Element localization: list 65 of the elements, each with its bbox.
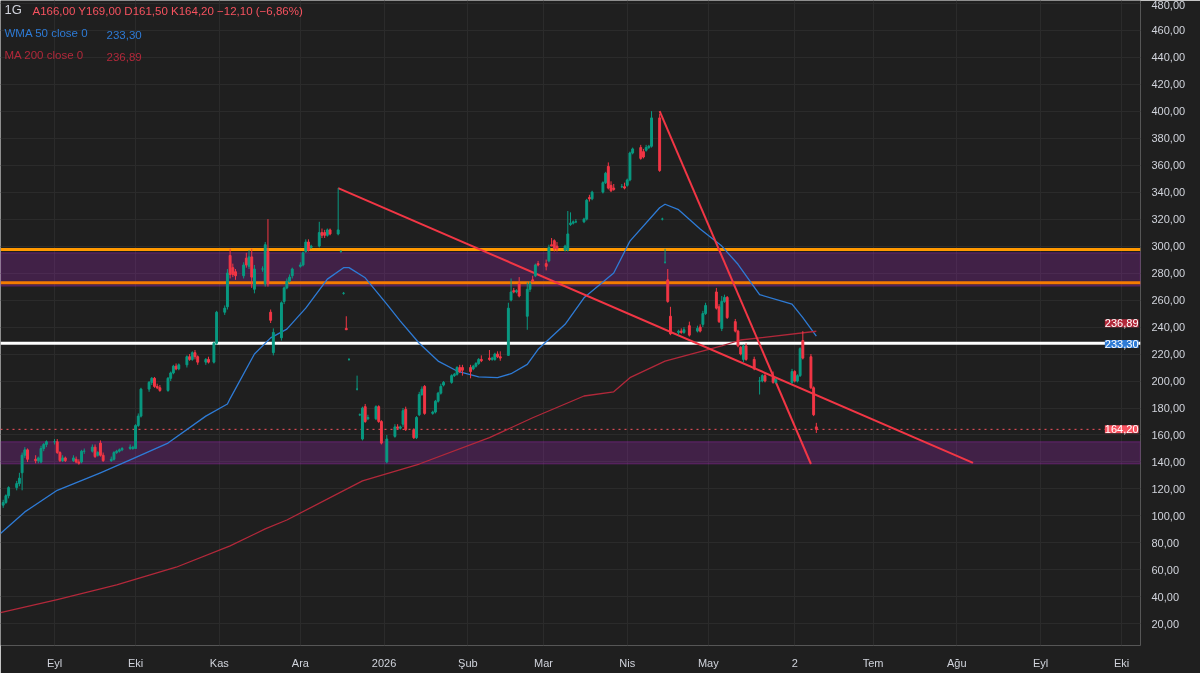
chart-title: 1G [4,1,22,17]
ref-line-label: 164,20 [1104,423,1139,436]
y-tick-label: 440,00 [1151,51,1186,64]
y-tick-label: 120,00 [1151,482,1186,495]
y-tick-label: 140,00 [1151,455,1186,468]
y-tick-label: 280,00 [1151,267,1186,280]
candlestick [669,306,672,336]
candlestick [355,375,359,391]
y-tick-label: 220,00 [1151,348,1186,361]
candlestick [336,187,340,236]
y-tick-label: 80,00 [1151,536,1180,549]
y-tick-label: 180,00 [1151,402,1186,415]
y-tick-label: 460,00 [1151,24,1186,37]
x-tick-label: Ara [291,656,310,669]
x-tick-label: 2026 [371,656,397,669]
candlestick [366,414,370,421]
candlestick [317,221,321,248]
y-tick-label: 160,00 [1151,429,1186,441]
x-tick-label: Eki [127,656,144,669]
annotation: 233,30 [106,28,142,41]
y-tick-label: 20,00 [1151,617,1180,630]
x-tick-label: Ağu [947,656,967,669]
x-tick-label: Şub [458,656,478,669]
y-tick-label: 320,00 [1151,213,1186,226]
line-series [0,330,817,614]
candlestick [252,264,256,294]
candlestick [250,248,254,289]
x-tick-label: Tem [862,656,884,669]
x-tick-label: 2 [791,656,798,669]
line-series [0,203,817,535]
y-tick-label: 200,00 [1151,375,1186,388]
text: 236,89 [1104,317,1139,330]
x-tick-label: Eyl [1032,656,1049,669]
text: MA 200 close 0 [4,48,84,61]
y-tick-label: 40,00 [1151,590,1180,603]
x-tick-label: May [697,656,720,669]
candlestick [404,406,408,432]
candlestick [585,198,589,221]
x-tick-label: Eki [1113,656,1130,669]
x-tick-label: Mar [534,656,554,669]
x-tick-label: Nis [619,656,636,669]
annotation: A166,00 Y169,00 D161,50 K164,20 −12,10 (−6,86%) [32,4,303,17]
y-tick-label: 100,00 [1151,509,1186,522]
annotation: 236,89 [106,50,142,63]
y-tick-label: 480,00 [1151,0,1186,11]
text: WMA 50 close 0 [4,26,88,39]
candlestick [555,241,559,252]
candlestick [385,434,389,464]
x-tick-label: Kas [209,656,230,669]
candlestick [666,268,670,304]
y-tick-label: 400,00 [1151,105,1186,118]
y-tick-label: 60,00 [1151,563,1180,576]
y-tick-label: 300,00 [1151,240,1186,253]
y-tick-label: 240,00 [1151,321,1186,334]
text: 233,30 [1104,338,1139,351]
y-tick-label: 360,00 [1151,159,1186,172]
y-tick-label: 420,00 [1151,78,1186,91]
y-tick-label: 260,00 [1151,294,1186,307]
candlestick [271,327,275,356]
candlestick [401,407,405,428]
y-tick-label: 380,00 [1151,132,1186,145]
x-tick-label: Eyl [46,656,63,669]
candlestick [801,330,805,360]
y-tick-label: 340,00 [1151,186,1186,199]
candlestick [344,315,348,331]
